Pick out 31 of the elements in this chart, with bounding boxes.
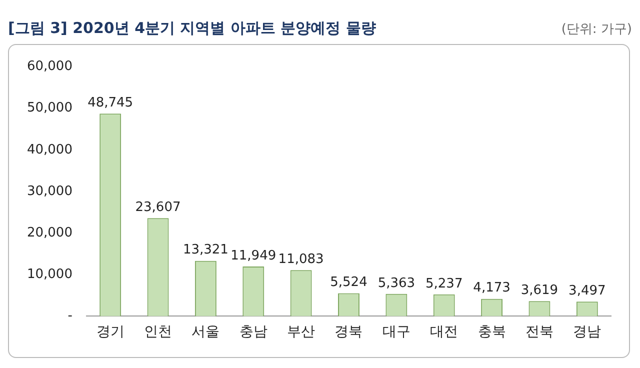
y-tick-label: 30,000 [26, 184, 72, 199]
y-tick-label: 40,000 [26, 142, 72, 158]
y-tick-label: 50,000 [26, 100, 72, 116]
data-label: 23,607 [135, 200, 181, 215]
x-tick-label: 부산 [287, 324, 316, 340]
y-tick-label: 10,000 [26, 267, 72, 282]
y-tick-label: - [68, 308, 73, 324]
x-tick-label: 경북 [334, 324, 363, 340]
data-label: 11,949 [230, 248, 276, 264]
data-label: 5,524 [330, 275, 368, 290]
y-tick-label: 20,000 [26, 225, 72, 240]
data-label: 11,083 [278, 252, 324, 268]
x-tick-label: 인천 [144, 324, 172, 340]
x-tick-label: 대구 [382, 324, 410, 340]
x-tick-label: 충북 [478, 324, 506, 340]
x-tick-label: 대전 [430, 324, 458, 340]
data-label: 4,173 [473, 280, 510, 296]
data-label: 3,619 [520, 283, 558, 298]
x-tick-label: 서울 [192, 324, 220, 340]
chart-title: [그림 3] 2020년 4분기 지역별 아파트 분양예정 물량 [8, 19, 376, 38]
x-tick-label: 경기 [96, 324, 124, 340]
data-label: 13,321 [182, 242, 228, 258]
data-label: 48,745 [88, 95, 134, 110]
x-tick-label: 전북 [525, 324, 554, 340]
data-label: 5,363 [378, 276, 416, 291]
data-label: 5,237 [426, 276, 463, 292]
x-tick-label: 경남 [573, 324, 602, 340]
y-tick-label: 60,000 [26, 59, 72, 74]
data-label: 3,497 [568, 284, 606, 299]
x-tick-label: 충남 [239, 324, 268, 340]
chart-subtitle: (단위: 가구) [561, 21, 632, 38]
